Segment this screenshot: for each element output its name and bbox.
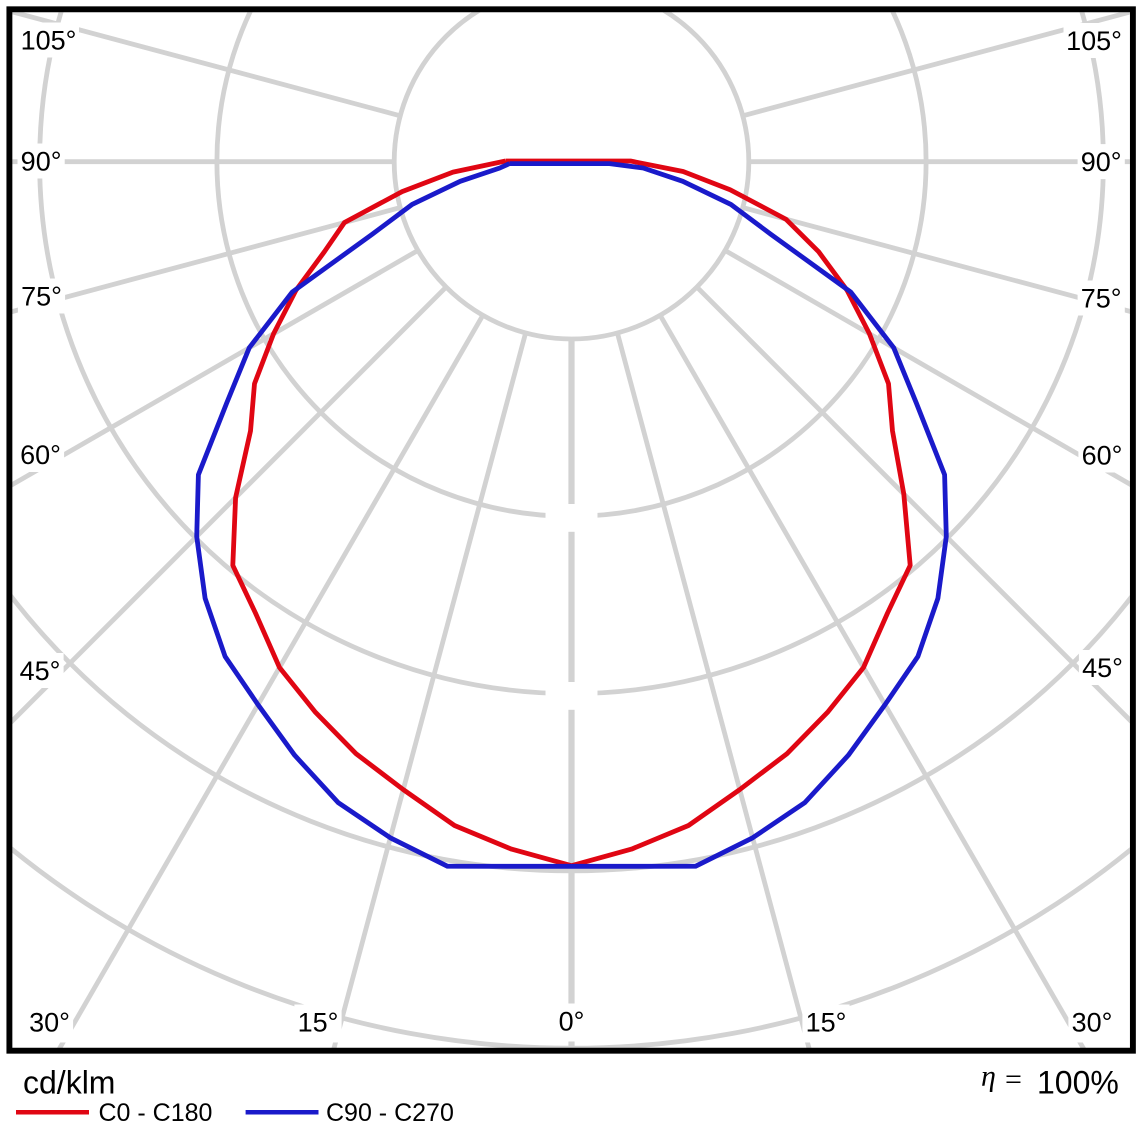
- svg-text:C0 - C180: C0 - C180: [99, 1099, 213, 1127]
- svg-text:75°: 75°: [21, 282, 62, 312]
- svg-text:0°: 0°: [559, 1007, 585, 1037]
- svg-text:30°: 30°: [29, 1008, 70, 1038]
- svg-text:45°: 45°: [20, 656, 61, 686]
- svg-text:η: η: [981, 1060, 996, 1093]
- svg-text:105°: 105°: [21, 26, 77, 56]
- svg-text:=: =: [1005, 1063, 1022, 1096]
- svg-text:60°: 60°: [20, 440, 61, 470]
- svg-text:15°: 15°: [298, 1008, 339, 1038]
- svg-text:15°: 15°: [806, 1008, 847, 1038]
- svg-text:105°: 105°: [1066, 26, 1122, 56]
- svg-text:100%: 100%: [1037, 1064, 1119, 1100]
- svg-text:C90 - C270: C90 - C270: [326, 1099, 454, 1127]
- svg-text:75°: 75°: [1081, 284, 1122, 314]
- svg-text:45°: 45°: [1082, 653, 1123, 683]
- svg-text:90°: 90°: [21, 147, 62, 177]
- svg-text:cd/klm: cd/klm: [23, 1065, 115, 1101]
- svg-text:90°: 90°: [1081, 147, 1122, 177]
- svg-text:60°: 60°: [1082, 441, 1123, 471]
- svg-text:30°: 30°: [1072, 1008, 1113, 1038]
